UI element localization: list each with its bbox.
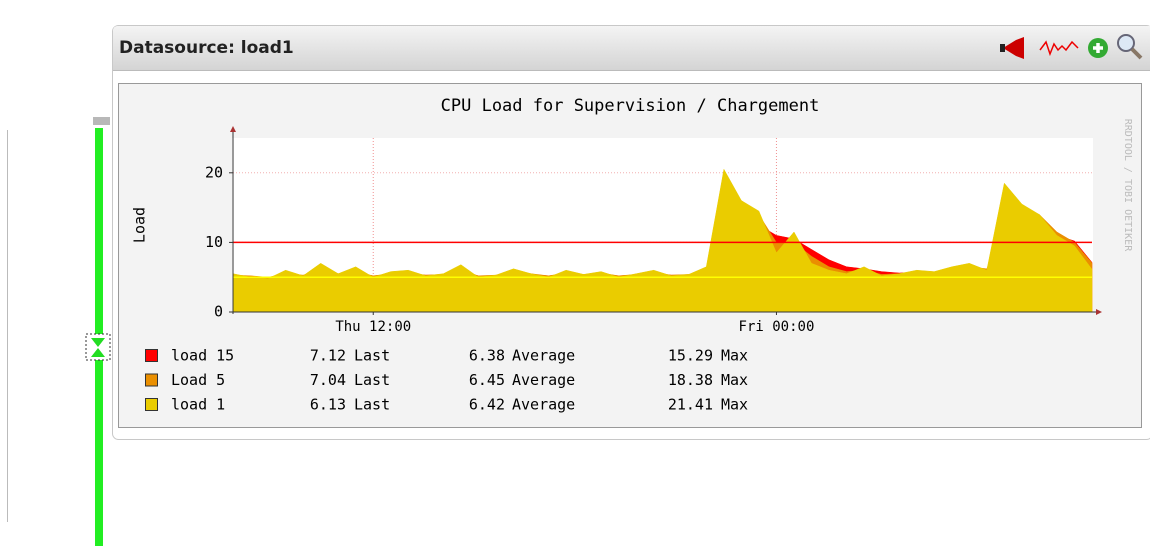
legend-average: 6.38 bbox=[469, 347, 505, 365]
legend-stat-label: Average bbox=[512, 347, 575, 365]
add-icon[interactable] bbox=[1088, 38, 1108, 58]
legend-stat-label: Average bbox=[512, 396, 575, 414]
scroll-cap bbox=[93, 117, 110, 125]
legend-stat-label: Last bbox=[354, 371, 390, 389]
y-tick-label: 20 bbox=[205, 163, 223, 181]
legend-stat-label: Max bbox=[721, 347, 748, 365]
legend-swatch bbox=[146, 350, 158, 362]
y-tick-label: 10 bbox=[205, 233, 223, 251]
chart-title: CPU Load for Supervision / Chargement bbox=[441, 96, 820, 116]
legend-label: load 15 bbox=[171, 347, 234, 365]
legend-stat-label: Last bbox=[354, 396, 390, 414]
legend-label: Load 5 bbox=[171, 371, 225, 389]
legend-last: 6.13 bbox=[310, 396, 346, 414]
legend-stat-label: Max bbox=[721, 371, 748, 389]
legend-average: 6.45 bbox=[469, 371, 505, 389]
x-tick-label: Fri 00:00 bbox=[739, 319, 815, 335]
legend-last: 7.04 bbox=[310, 371, 346, 389]
legend-swatch bbox=[146, 374, 158, 386]
legend-max: 21.41 bbox=[668, 396, 713, 414]
legend-average: 6.42 bbox=[469, 396, 505, 414]
legend-stat-label: Last bbox=[354, 347, 390, 365]
legend-label: load 1 bbox=[171, 396, 225, 414]
watermark: RRDTOOL / TOBI OETIKER bbox=[1122, 119, 1133, 252]
legend-last: 7.12 bbox=[310, 347, 346, 365]
legend-max: 15.29 bbox=[668, 347, 713, 365]
panel-title: Datasource: load1 bbox=[119, 38, 294, 58]
legend-max: 18.38 bbox=[668, 371, 713, 389]
x-tick-label: Thu 12:00 bbox=[335, 319, 411, 335]
legend-stat-label: Average bbox=[512, 371, 575, 389]
y-tick-label: 0 bbox=[214, 303, 223, 321]
legend-stat-label: Max bbox=[721, 396, 748, 414]
y-axis-label: Load bbox=[131, 207, 149, 243]
legend-swatch bbox=[146, 399, 158, 411]
